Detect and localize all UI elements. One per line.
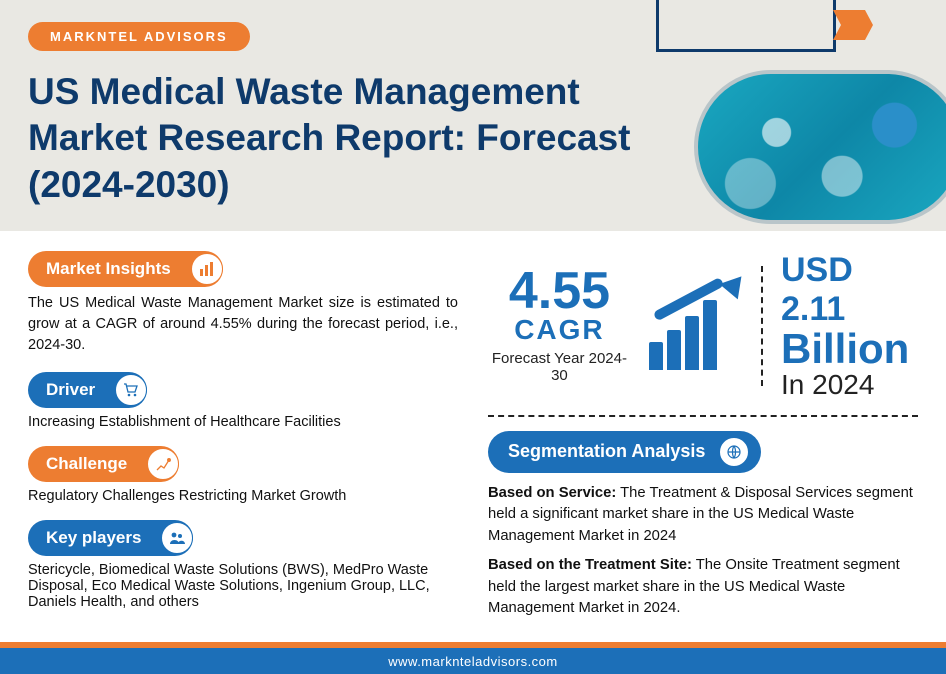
strategy-icon <box>147 448 179 480</box>
segmentation-item-0: Based on Service: The Treatment & Dispos… <box>488 483 918 547</box>
brand-badge: MARKNTEL ADVISORS <box>28 22 250 51</box>
top-corner-accent <box>656 0 836 52</box>
footer-bar: www.marknteladvisors.com <box>0 642 946 674</box>
challenge-text: Regulatory Challenges Restricting Market… <box>28 488 458 504</box>
driver-text: Increasing Establishment of Healthcare F… <box>28 414 458 430</box>
people-icon <box>161 522 193 554</box>
header: MARKNTEL ADVISORS US Medical Waste Manag… <box>0 0 946 231</box>
cagr-sub: Forecast Year 2024-30 <box>488 350 631 384</box>
growth-chart-icon <box>649 282 743 370</box>
key-players-text: Stericycle, Biomedical Waste Solutions (… <box>28 562 458 610</box>
left-column: Market Insights The US Medical Waste Man… <box>28 251 458 642</box>
vertical-divider <box>761 266 763 386</box>
driver-pill: Driver <box>28 372 147 408</box>
horizontal-divider <box>488 415 918 417</box>
key-players-pill: Key players <box>28 520 193 556</box>
cagr-value: 4.55 <box>488 268 631 315</box>
challenge-pill: Challenge <box>28 446 179 482</box>
market-insights-text: The US Medical Waste Management Market s… <box>28 293 458 356</box>
cart-icon <box>115 374 147 406</box>
cagr-stat: 4.55 CAGR Forecast Year 2024-30 <box>488 268 631 385</box>
key-players-label: Key players <box>46 528 141 548</box>
market-insights-label: Market Insights <box>46 259 171 279</box>
hero-image-medical-waste <box>694 70 946 224</box>
value-line1: USD 2.11 <box>781 251 918 329</box>
segmentation-item-1: Based on the Treatment Site: The Onsite … <box>488 555 918 619</box>
chart-icon <box>191 253 223 285</box>
globe-people-icon <box>719 437 749 467</box>
driver-label: Driver <box>46 380 95 400</box>
page-title: US Medical Waste Management Market Resea… <box>28 69 648 208</box>
content-row: Market Insights The US Medical Waste Man… <box>0 231 946 642</box>
challenge-label: Challenge <box>46 454 127 474</box>
segmentation-pill: Segmentation Analysis <box>488 431 761 473</box>
value-line3: In 2024 <box>781 369 918 401</box>
seg-lead-0: Based on Service: <box>488 485 616 501</box>
market-insights-pill: Market Insights <box>28 251 223 287</box>
segmentation-label: Segmentation Analysis <box>508 441 705 462</box>
value-line2: Billion <box>781 329 918 369</box>
seg-lead-1: Based on the Treatment Site: <box>488 557 692 573</box>
market-value-stat: USD 2.11 Billion In 2024 <box>781 251 918 401</box>
stats-row: 4.55 CAGR Forecast Year 2024-30 USD 2.11… <box>488 251 918 401</box>
footer-url: www.marknteladvisors.com <box>388 654 558 669</box>
right-column: 4.55 CAGR Forecast Year 2024-30 USD 2.11… <box>488 251 918 642</box>
